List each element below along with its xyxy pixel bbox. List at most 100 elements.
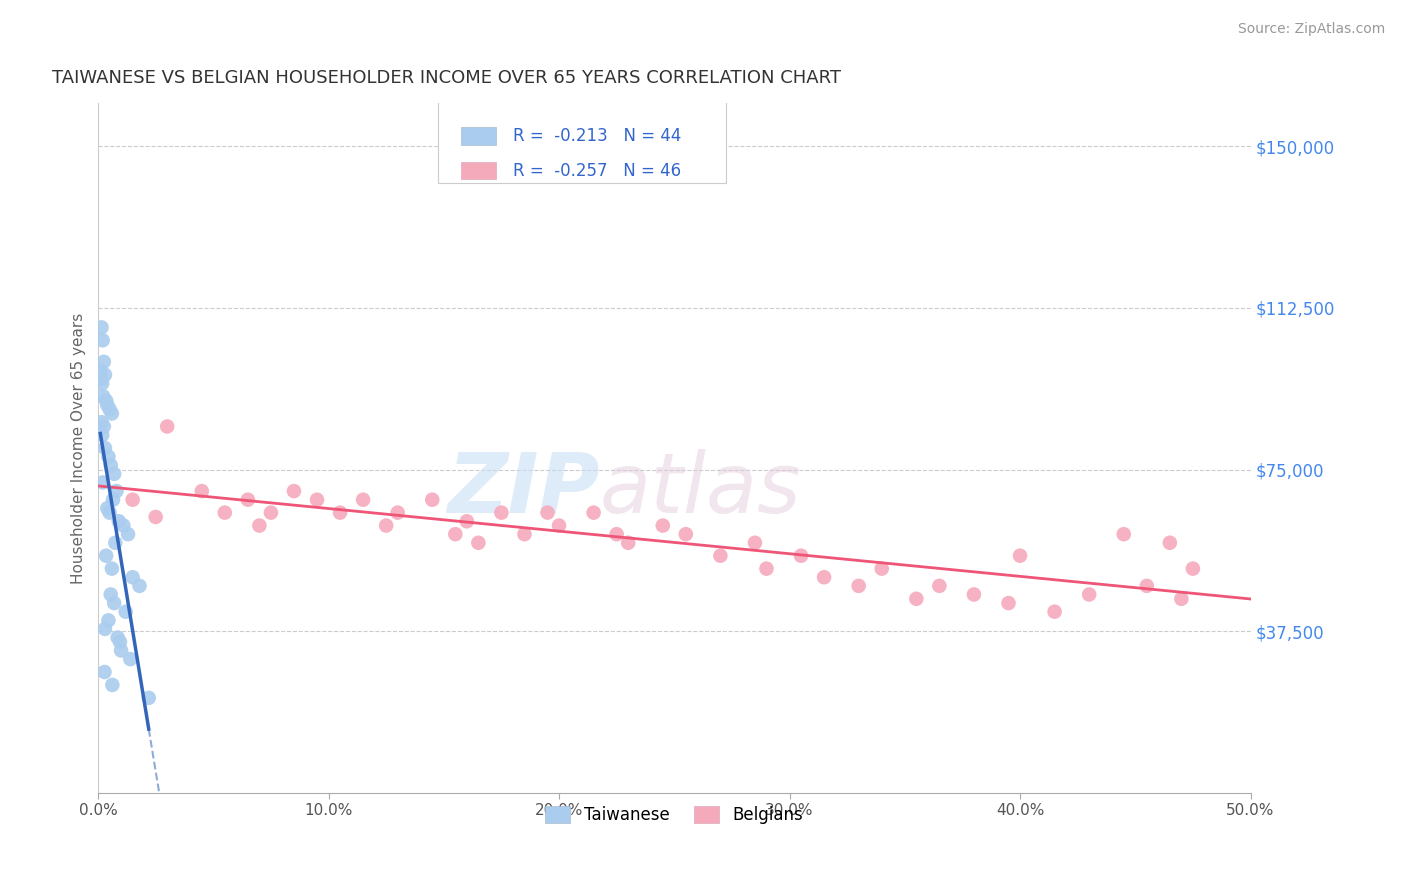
Point	[112, 518, 135, 533]
Point	[105, 484, 128, 499]
Point	[813, 570, 835, 584]
Point	[121, 492, 143, 507]
Point	[101, 492, 124, 507]
Point	[120, 652, 142, 666]
Point	[156, 419, 179, 434]
Point	[97, 613, 120, 627]
Y-axis label: Householder Income Over 65 years: Householder Income Over 65 years	[72, 312, 86, 583]
Point	[1136, 579, 1159, 593]
Point	[94, 622, 117, 636]
Point	[491, 506, 513, 520]
Point	[117, 527, 139, 541]
Point	[104, 536, 127, 550]
Point	[247, 518, 270, 533]
Point	[387, 506, 409, 520]
Point	[214, 506, 236, 520]
Point	[93, 665, 115, 679]
Point	[91, 389, 114, 403]
Point	[963, 587, 986, 601]
Point	[94, 393, 117, 408]
Point	[1181, 561, 1204, 575]
Point	[191, 484, 214, 499]
Point	[848, 579, 870, 593]
Point	[1008, 549, 1031, 563]
Point	[744, 536, 766, 550]
Point	[375, 518, 398, 533]
Point	[905, 591, 928, 606]
Point	[91, 334, 114, 348]
Point	[121, 570, 143, 584]
Point	[790, 549, 813, 563]
Point	[107, 631, 129, 645]
Point	[114, 605, 136, 619]
Point	[709, 549, 731, 563]
Point	[103, 596, 125, 610]
Point	[90, 320, 112, 334]
Point	[110, 643, 132, 657]
Point	[96, 501, 118, 516]
Point	[352, 492, 374, 507]
Point	[91, 376, 114, 391]
Point	[101, 561, 124, 575]
Point	[1112, 527, 1135, 541]
Point	[513, 527, 536, 541]
Point	[91, 475, 114, 490]
Point	[1159, 536, 1181, 550]
Point	[870, 561, 893, 575]
Point	[420, 492, 443, 507]
Point	[1078, 587, 1101, 601]
Point	[101, 407, 124, 421]
Point	[651, 518, 673, 533]
Text: ZIP: ZIP	[447, 449, 599, 530]
Point	[103, 467, 125, 481]
Point	[1170, 591, 1192, 606]
Text: TAIWANESE VS BELGIAN HOUSEHOLDER INCOME OVER 65 YEARS CORRELATION CHART: TAIWANESE VS BELGIAN HOUSEHOLDER INCOME …	[52, 69, 841, 87]
Point	[94, 368, 117, 382]
Point	[329, 506, 352, 520]
Bar	[461, 128, 496, 145]
Point	[91, 428, 114, 442]
Point	[305, 492, 328, 507]
Point	[100, 458, 122, 473]
Text: Source: ZipAtlas.com: Source: ZipAtlas.com	[1237, 22, 1385, 37]
Point	[456, 514, 478, 528]
Point	[107, 514, 129, 528]
Point	[467, 536, 489, 550]
Point	[93, 355, 115, 369]
Point	[260, 506, 283, 520]
Point	[90, 415, 112, 429]
Point	[236, 492, 259, 507]
Point	[97, 450, 120, 464]
Point	[98, 506, 121, 520]
Text: R =  -0.257   N = 46: R = -0.257 N = 46	[513, 161, 681, 179]
Point	[617, 536, 640, 550]
Point	[138, 690, 160, 705]
Point	[128, 579, 150, 593]
Point	[89, 363, 111, 377]
FancyBboxPatch shape	[439, 93, 725, 183]
Point	[101, 678, 124, 692]
Point	[94, 549, 117, 563]
Point	[536, 506, 558, 520]
Point	[145, 510, 167, 524]
Bar	[461, 162, 496, 179]
Text: R =  -0.213   N = 44: R = -0.213 N = 44	[513, 127, 682, 145]
Point	[997, 596, 1019, 610]
Point	[94, 441, 117, 455]
Point	[100, 587, 122, 601]
Point	[675, 527, 697, 541]
Point	[548, 518, 571, 533]
Point	[1043, 605, 1066, 619]
Point	[606, 527, 628, 541]
Point	[90, 372, 112, 386]
Point	[444, 527, 467, 541]
Point	[108, 635, 131, 649]
Point	[98, 402, 121, 417]
Point	[283, 484, 305, 499]
Text: atlas: atlas	[599, 449, 801, 530]
Point	[928, 579, 950, 593]
Legend: Taiwanese, Belgians: Taiwanese, Belgians	[537, 797, 811, 832]
Point	[755, 561, 778, 575]
Point	[582, 506, 605, 520]
Point	[93, 419, 115, 434]
